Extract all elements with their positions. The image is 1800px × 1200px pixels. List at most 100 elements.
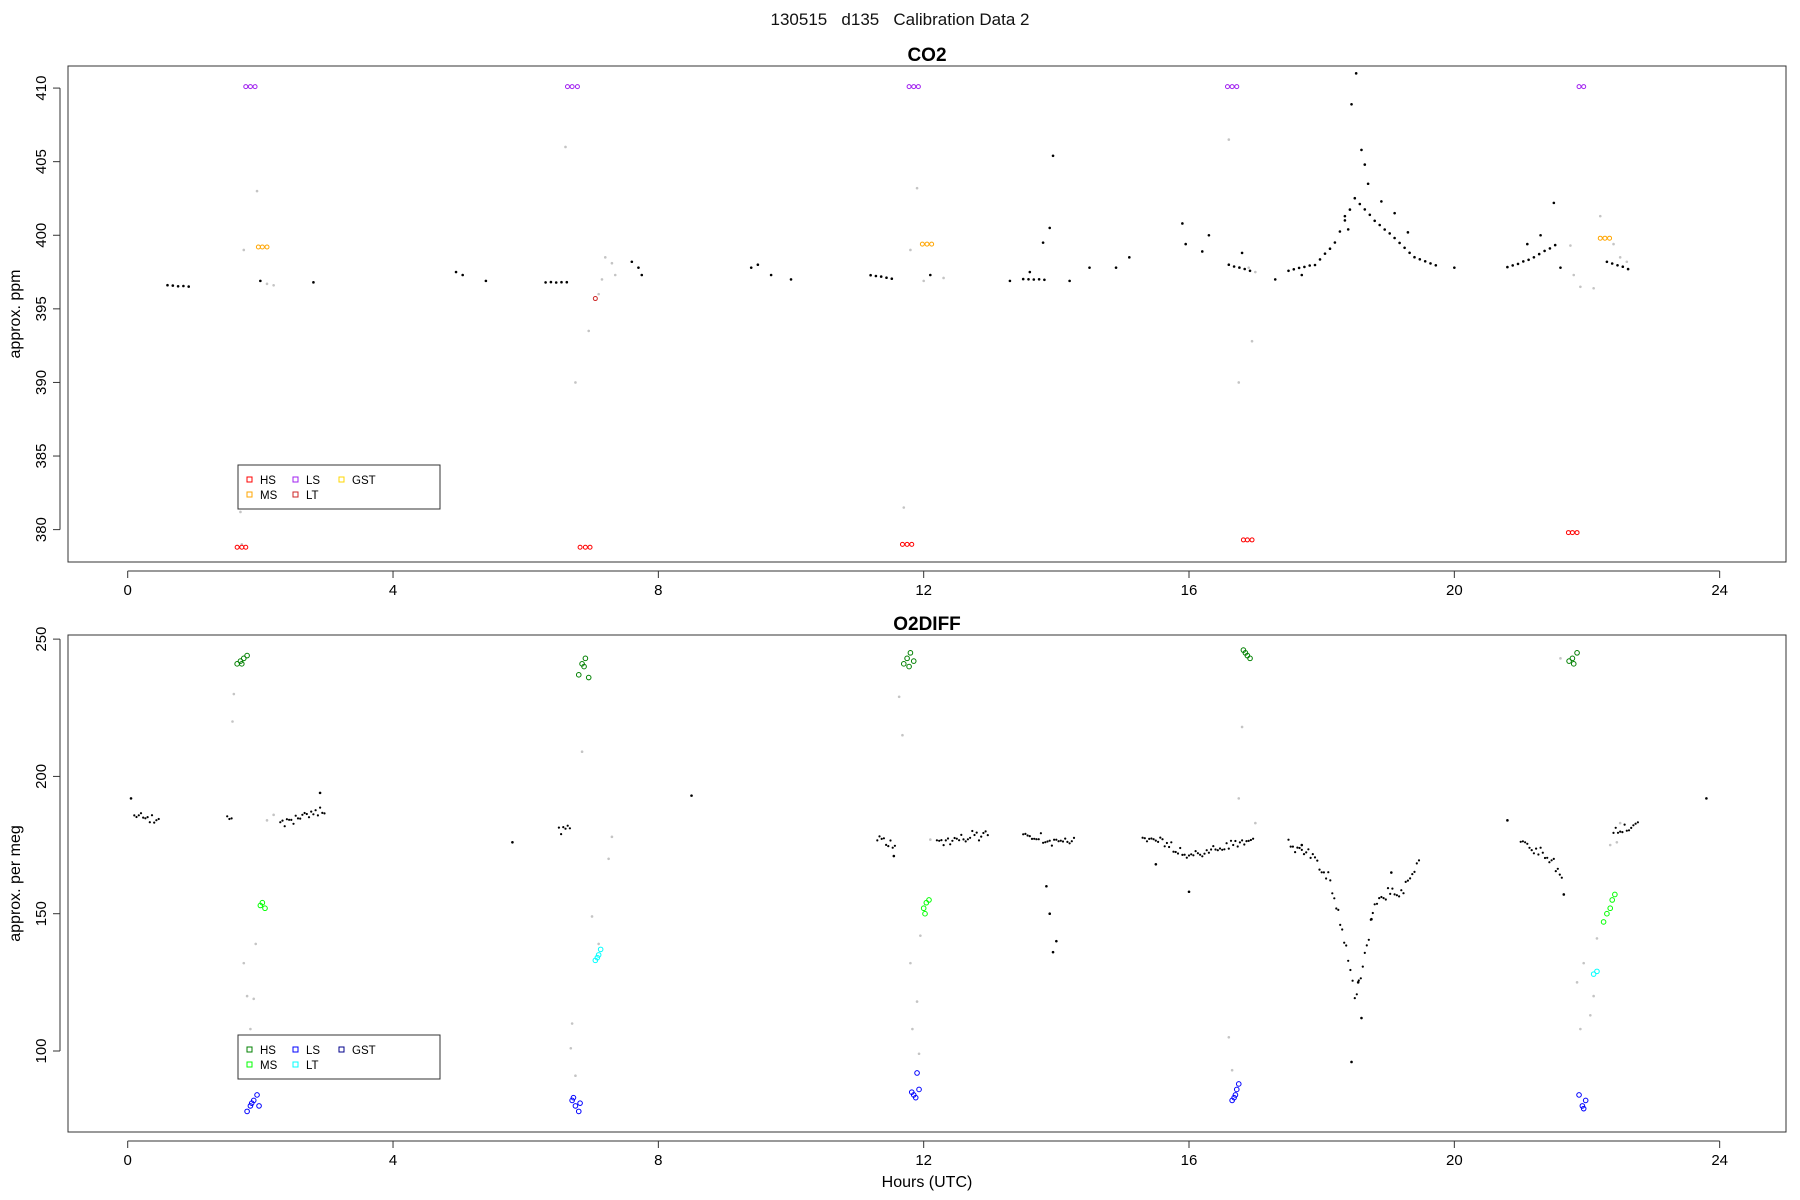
ambient-point xyxy=(1241,839,1244,842)
ambient-point xyxy=(226,815,229,818)
cal-point-hs xyxy=(575,672,582,678)
panel-title: CO2 xyxy=(907,45,946,66)
cal-point-ms xyxy=(929,241,935,247)
ambient-point xyxy=(461,273,464,277)
cal-point-ls xyxy=(912,1094,919,1101)
x-tick-label: 20 xyxy=(1446,1152,1463,1169)
transition-point xyxy=(1227,1035,1231,1039)
ambient-point xyxy=(1335,907,1338,910)
ambient-point xyxy=(1051,154,1055,158)
ambient-point xyxy=(1346,228,1350,231)
cal-point-hs xyxy=(1574,650,1580,656)
ambient-point xyxy=(1203,852,1206,855)
transition-point xyxy=(1559,657,1562,660)
ambient-point xyxy=(980,835,983,838)
ambient-point xyxy=(1227,847,1230,850)
cal-point-hs xyxy=(906,663,912,670)
cal-point-ls xyxy=(248,1100,255,1106)
ambient-point xyxy=(1550,859,1553,862)
ambient-point xyxy=(640,273,644,277)
y-tick-label: 410 xyxy=(33,76,50,101)
cal-point-hs xyxy=(899,541,905,547)
transition-point xyxy=(1608,843,1612,847)
ambient-point xyxy=(1621,265,1625,268)
transition-point xyxy=(1250,339,1254,343)
cal-series-lt xyxy=(592,946,1600,977)
ambient-point xyxy=(1154,862,1158,866)
ambient-point xyxy=(1511,264,1514,267)
ambient-point xyxy=(1247,839,1250,842)
ambient-point xyxy=(137,814,140,817)
ambient-point xyxy=(1249,838,1252,842)
transition-point xyxy=(1579,1027,1582,1031)
cal-point-lt xyxy=(597,946,604,953)
ambient-point xyxy=(319,806,322,809)
transition-point xyxy=(272,813,275,817)
transition-point xyxy=(1625,260,1629,264)
cal-point-ms xyxy=(922,910,928,917)
ambient-point xyxy=(1616,831,1620,834)
ambient-point xyxy=(1033,837,1036,840)
cal-point-hs xyxy=(907,650,914,656)
ambient-point xyxy=(1236,845,1239,848)
ambient-point xyxy=(1199,853,1202,856)
y-tick-label: 100 xyxy=(33,1038,50,1063)
ambient-point xyxy=(1192,854,1195,857)
ambient-point xyxy=(1187,854,1191,857)
ambient-point xyxy=(1406,231,1410,234)
ambient-point xyxy=(1619,830,1622,833)
ambient-point xyxy=(1307,848,1310,851)
ambient-point xyxy=(1398,241,1401,245)
ambient-point xyxy=(1059,839,1062,842)
x-tick-label: 8 xyxy=(654,582,662,599)
ambient-point xyxy=(1546,856,1549,859)
ambient-point xyxy=(949,843,952,846)
cal-point-hs xyxy=(582,544,588,550)
ambient-point xyxy=(1313,263,1317,267)
ambient-point xyxy=(1623,823,1626,826)
ambient-point xyxy=(1560,876,1563,879)
cal-point-hs xyxy=(1249,537,1255,543)
y-tick-label: 390 xyxy=(33,370,50,395)
ambient-point xyxy=(1128,256,1131,259)
ambient-point xyxy=(1382,897,1385,900)
ambient-point xyxy=(142,816,145,819)
ambient-point xyxy=(1070,840,1073,843)
x-tick-label: 24 xyxy=(1711,1152,1728,1169)
cal-series-ls xyxy=(244,1070,1589,1115)
ambient-point xyxy=(1287,838,1290,841)
ambient-point xyxy=(1365,944,1368,947)
transition-point xyxy=(231,720,234,723)
ambient-point xyxy=(1368,213,1372,217)
cal-point-ms xyxy=(1597,235,1603,241)
ambient-point xyxy=(1556,867,1559,870)
ambient-point xyxy=(1417,859,1421,862)
transition-point xyxy=(1237,797,1241,800)
ambient-point xyxy=(454,270,458,274)
ambient-point xyxy=(1343,219,1347,222)
ambient-point xyxy=(953,836,956,840)
ambient-point xyxy=(1200,250,1204,253)
plot-area xyxy=(166,72,1630,550)
plot-frame xyxy=(67,65,1787,563)
ambient-point xyxy=(885,276,888,279)
transition-point xyxy=(1612,242,1615,246)
ambient-point xyxy=(1238,266,1241,269)
ambient-point xyxy=(1218,847,1222,850)
ambient-point xyxy=(1554,870,1557,873)
cal-point-lt xyxy=(1590,971,1597,977)
y-tick-label: 150 xyxy=(33,901,50,926)
ambient-point xyxy=(1348,208,1352,211)
cal-point-ls xyxy=(1224,84,1230,90)
ambient-point xyxy=(1331,892,1334,895)
ambient-point xyxy=(316,814,319,817)
ambient-point xyxy=(1363,208,1367,211)
ambient-point xyxy=(1355,993,1358,996)
cal-point-hs xyxy=(234,544,240,550)
ambient-point xyxy=(977,839,981,842)
ambient-point xyxy=(756,263,760,266)
transition-point xyxy=(1254,270,1257,274)
ambient-point xyxy=(1705,797,1708,800)
ambient-point xyxy=(1207,233,1211,237)
